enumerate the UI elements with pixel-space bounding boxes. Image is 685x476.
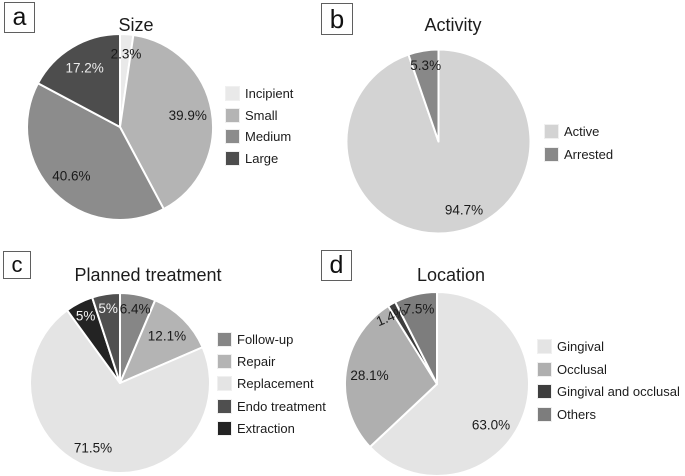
legend-label: Incipient xyxy=(245,86,294,102)
legend-swatch-repair xyxy=(217,353,232,369)
legend-item-small: Small xyxy=(225,105,293,127)
legend-item-endo-treatment: Endo treatment xyxy=(217,395,326,417)
slice-percentage-label-others: 7.5% xyxy=(404,302,435,317)
pie-chart-location: 63.0%28.1%1.4%7.5% xyxy=(343,291,530,476)
legend-item-incipient: Incipient xyxy=(225,83,294,105)
legend-swatch-follow-up xyxy=(217,331,232,347)
legend-item-occlusal: Occlusal xyxy=(537,358,680,381)
legend-label: Small xyxy=(245,107,278,123)
pie-slice-replacement xyxy=(29,309,211,474)
legend-size: Incipient Small Medium Large xyxy=(225,83,294,170)
legend-item-replacement: Replacement xyxy=(217,373,326,395)
legend-swatch-replacement xyxy=(217,376,232,392)
slice-percentage-label-active: 94.7% xyxy=(445,203,483,218)
panel-a-size: a Size 2.3% 39.9% 40.6% 17.2% Incipient Smal… xyxy=(0,0,342,238)
slice-percentage-label-medium: 40.6% xyxy=(52,168,90,183)
slice-percentage-label-gingival: 63.0% xyxy=(472,418,510,433)
legend-swatch-extraction xyxy=(217,420,232,436)
legend-item-gingival-and-occlusal: Gingival and occlusal xyxy=(537,380,680,403)
panel-letter-a: a xyxy=(4,2,35,33)
panel-d-location: d Location 63.0% 28.1% 1.4% 7.5% Gingival Oc… xyxy=(318,238,685,476)
chart-title-location: Location xyxy=(416,264,486,285)
legend-swatch-endo-treatment xyxy=(217,398,232,414)
legend-label: Others xyxy=(557,406,597,422)
slice-percentage-label-follow-up: 6.4% xyxy=(120,302,151,317)
slice-percentage-label-arrested: 5.3% xyxy=(410,58,441,73)
legend-label: Medium xyxy=(245,129,292,145)
slice-percentage-label-large: 17.2% xyxy=(65,61,103,76)
legend-label: Endo treatment xyxy=(237,398,326,414)
panel-letter-c: c xyxy=(3,251,31,279)
slice-percentage-label-replacement: 71.5% xyxy=(74,441,112,456)
legend-label: Follow-up xyxy=(237,331,294,347)
chart-title-size: Size xyxy=(118,14,154,35)
slice-percentage-label-occlusal: 28.1% xyxy=(350,368,388,383)
legend-swatch-incipient xyxy=(225,86,240,102)
legend-swatch-small xyxy=(225,107,240,123)
legend-label: Large xyxy=(245,150,279,166)
slice-percentage-label-repair: 12.1% xyxy=(148,328,186,343)
slice-percentage-label-small: 39.9% xyxy=(169,108,207,123)
legend-item-arrested: Arrested xyxy=(544,143,614,166)
pie-slice-repair xyxy=(119,299,204,384)
slice-percentage-label-incipient: 2.3% xyxy=(111,47,142,62)
legend-item-medium: Medium xyxy=(225,126,293,148)
chart-title-planned-treatment: Planned treatment xyxy=(74,264,222,285)
legend-swatch-active xyxy=(544,123,559,139)
legend-swatch-large xyxy=(225,150,240,166)
pie-slice-others xyxy=(394,291,438,385)
legend-item-gingival: Gingival xyxy=(537,335,680,358)
legend-swatch-gingival-and-occlusal xyxy=(537,384,552,400)
legend-swatch-arrested xyxy=(544,146,559,162)
pie-slice-large xyxy=(36,33,121,128)
chart-title-activity: Activity xyxy=(424,14,482,35)
panel-letter-b: b xyxy=(321,3,353,35)
slice-percentage-label-endo-treatment: 5% xyxy=(98,301,118,316)
legend-item-repair: Repair xyxy=(217,350,326,372)
legend-swatch-medium xyxy=(225,129,240,145)
legend-item-active: Active xyxy=(544,120,613,143)
panel-b-activity: b Activity 94.7% 5.3% Active Arrested xyxy=(318,0,685,238)
slice-percentage-label-extraction: 5% xyxy=(76,308,96,323)
pie-slice-gingival xyxy=(368,291,530,476)
legend-label: Gingival and occlusal xyxy=(557,384,680,400)
legend-swatch-others xyxy=(537,406,552,422)
legend-label: Extraction xyxy=(237,420,295,436)
legend-label: Gingival xyxy=(557,338,604,354)
legend-planned-treatment: Follow-up Repair Replacement Endo treatment… xyxy=(217,328,326,439)
pie-chart-size: 2.3% 39.9% 40.6% 17.2% xyxy=(26,33,214,221)
legend-item-large: Large xyxy=(225,148,293,170)
panel-c-planned-treatment: c Planned treatment 6.4% 12.1% 71.5% 5% 5% F… xyxy=(0,238,342,476)
legend-item-follow-up: Follow-up xyxy=(217,328,326,350)
legend-swatch-occlusal xyxy=(537,361,552,377)
legend-item-others: Others xyxy=(537,403,680,426)
legend-activity: Active Arrested xyxy=(544,120,614,166)
legend-location: Gingival Occlusal Gingival and occlusal Oth… xyxy=(537,335,680,426)
pie-slice-medium xyxy=(26,82,165,221)
pie-chart-planned-treatment: 6.4% 12.1% 71.5% 5% 5% xyxy=(29,292,211,474)
pie-slice-arrested xyxy=(407,48,440,143)
panel-letter-d: d xyxy=(321,250,352,281)
legend-label: Occlusal xyxy=(557,361,607,377)
legend-swatch-gingival xyxy=(537,338,552,354)
legend-label: Arrested xyxy=(564,146,614,162)
pie-slice-endo-treatment xyxy=(91,292,121,384)
legend-item-extraction: Extraction xyxy=(217,417,326,439)
pie-slice-small xyxy=(119,33,214,211)
pie-slice-occlusal xyxy=(343,305,438,448)
legend-label: Active xyxy=(564,123,600,139)
legend-label: Replacement xyxy=(237,376,314,392)
legend-label: Repair xyxy=(237,353,276,369)
pie-chart-activity: 94.7% 5.3% xyxy=(345,48,532,235)
